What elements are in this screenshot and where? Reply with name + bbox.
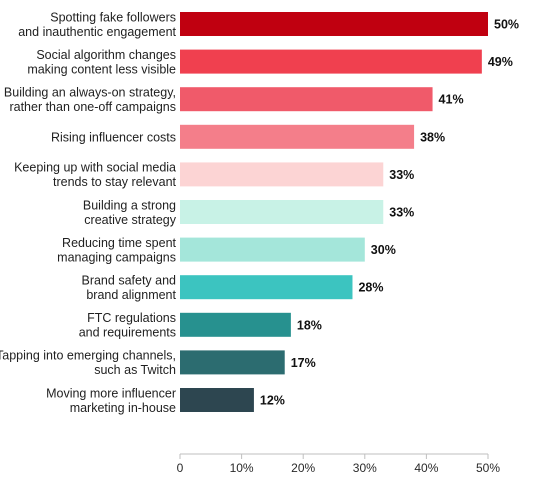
category-label: trends to stay relevant (53, 175, 177, 189)
x-tick-label: 50% (476, 461, 500, 475)
category-label: such as Twitch (94, 363, 176, 377)
category-label: and inauthentic engagement (18, 25, 176, 39)
bar (180, 49, 482, 74)
x-tick-label: 0 (177, 461, 184, 475)
value-label: 41% (439, 93, 464, 107)
category-label: creative strategy (84, 213, 176, 227)
category-label: Social algorithm changes (36, 48, 176, 62)
category-label: and requirements (79, 326, 176, 340)
category-label: Building a strong (83, 198, 176, 212)
category-label: managing campaigns (57, 250, 176, 264)
bar (180, 200, 384, 224)
category-label: rather than one-off campaigns (9, 100, 176, 114)
value-label: 33% (389, 168, 414, 182)
category-label: Reducing time spent (62, 236, 176, 250)
category-label: Keeping up with social media (14, 161, 176, 175)
category-label: Moving more influencer (46, 386, 176, 400)
x-tick-label: 10% (230, 461, 254, 475)
bar (180, 312, 291, 337)
value-label: 28% (358, 281, 383, 295)
category-label: Brand safety and (81, 273, 176, 287)
x-tick-label: 40% (414, 461, 438, 475)
category-label: Building an always-on strategy, (4, 85, 176, 99)
x-tick-label: 30% (353, 461, 377, 475)
category-label: making content less visible (27, 62, 176, 76)
bar (180, 87, 433, 112)
value-label: 38% (420, 130, 445, 144)
category-label: Rising influencer costs (51, 130, 176, 144)
category-label: Tapping into emerging channels, (0, 349, 176, 363)
category-label: brand alignment (86, 288, 176, 302)
value-label: 12% (260, 394, 285, 408)
bar (180, 124, 415, 149)
value-label: 49% (488, 55, 513, 69)
x-tick-label: 20% (291, 461, 315, 475)
bar (180, 350, 285, 375)
bar (180, 162, 384, 187)
value-label: 33% (389, 206, 414, 220)
bars-group (180, 12, 488, 412)
bar (180, 275, 353, 300)
value-label: 18% (297, 318, 322, 332)
bar (180, 237, 365, 262)
bar (180, 12, 488, 36)
category-label: FTC regulations (87, 311, 176, 325)
value-labels-group: 50% 49% 41% 38% 33% 33% 30% 28% 18% 17% 12% (260, 18, 519, 408)
bar (180, 388, 254, 412)
category-label: Spotting fake followers (50, 10, 176, 24)
value-label: 30% (371, 243, 396, 257)
value-label: 17% (291, 356, 316, 370)
x-ticks-group: 0 10% 20% 30% 40% 50% (177, 454, 500, 475)
value-label: 50% (494, 18, 519, 32)
category-label: marketing in-house (70, 401, 176, 415)
